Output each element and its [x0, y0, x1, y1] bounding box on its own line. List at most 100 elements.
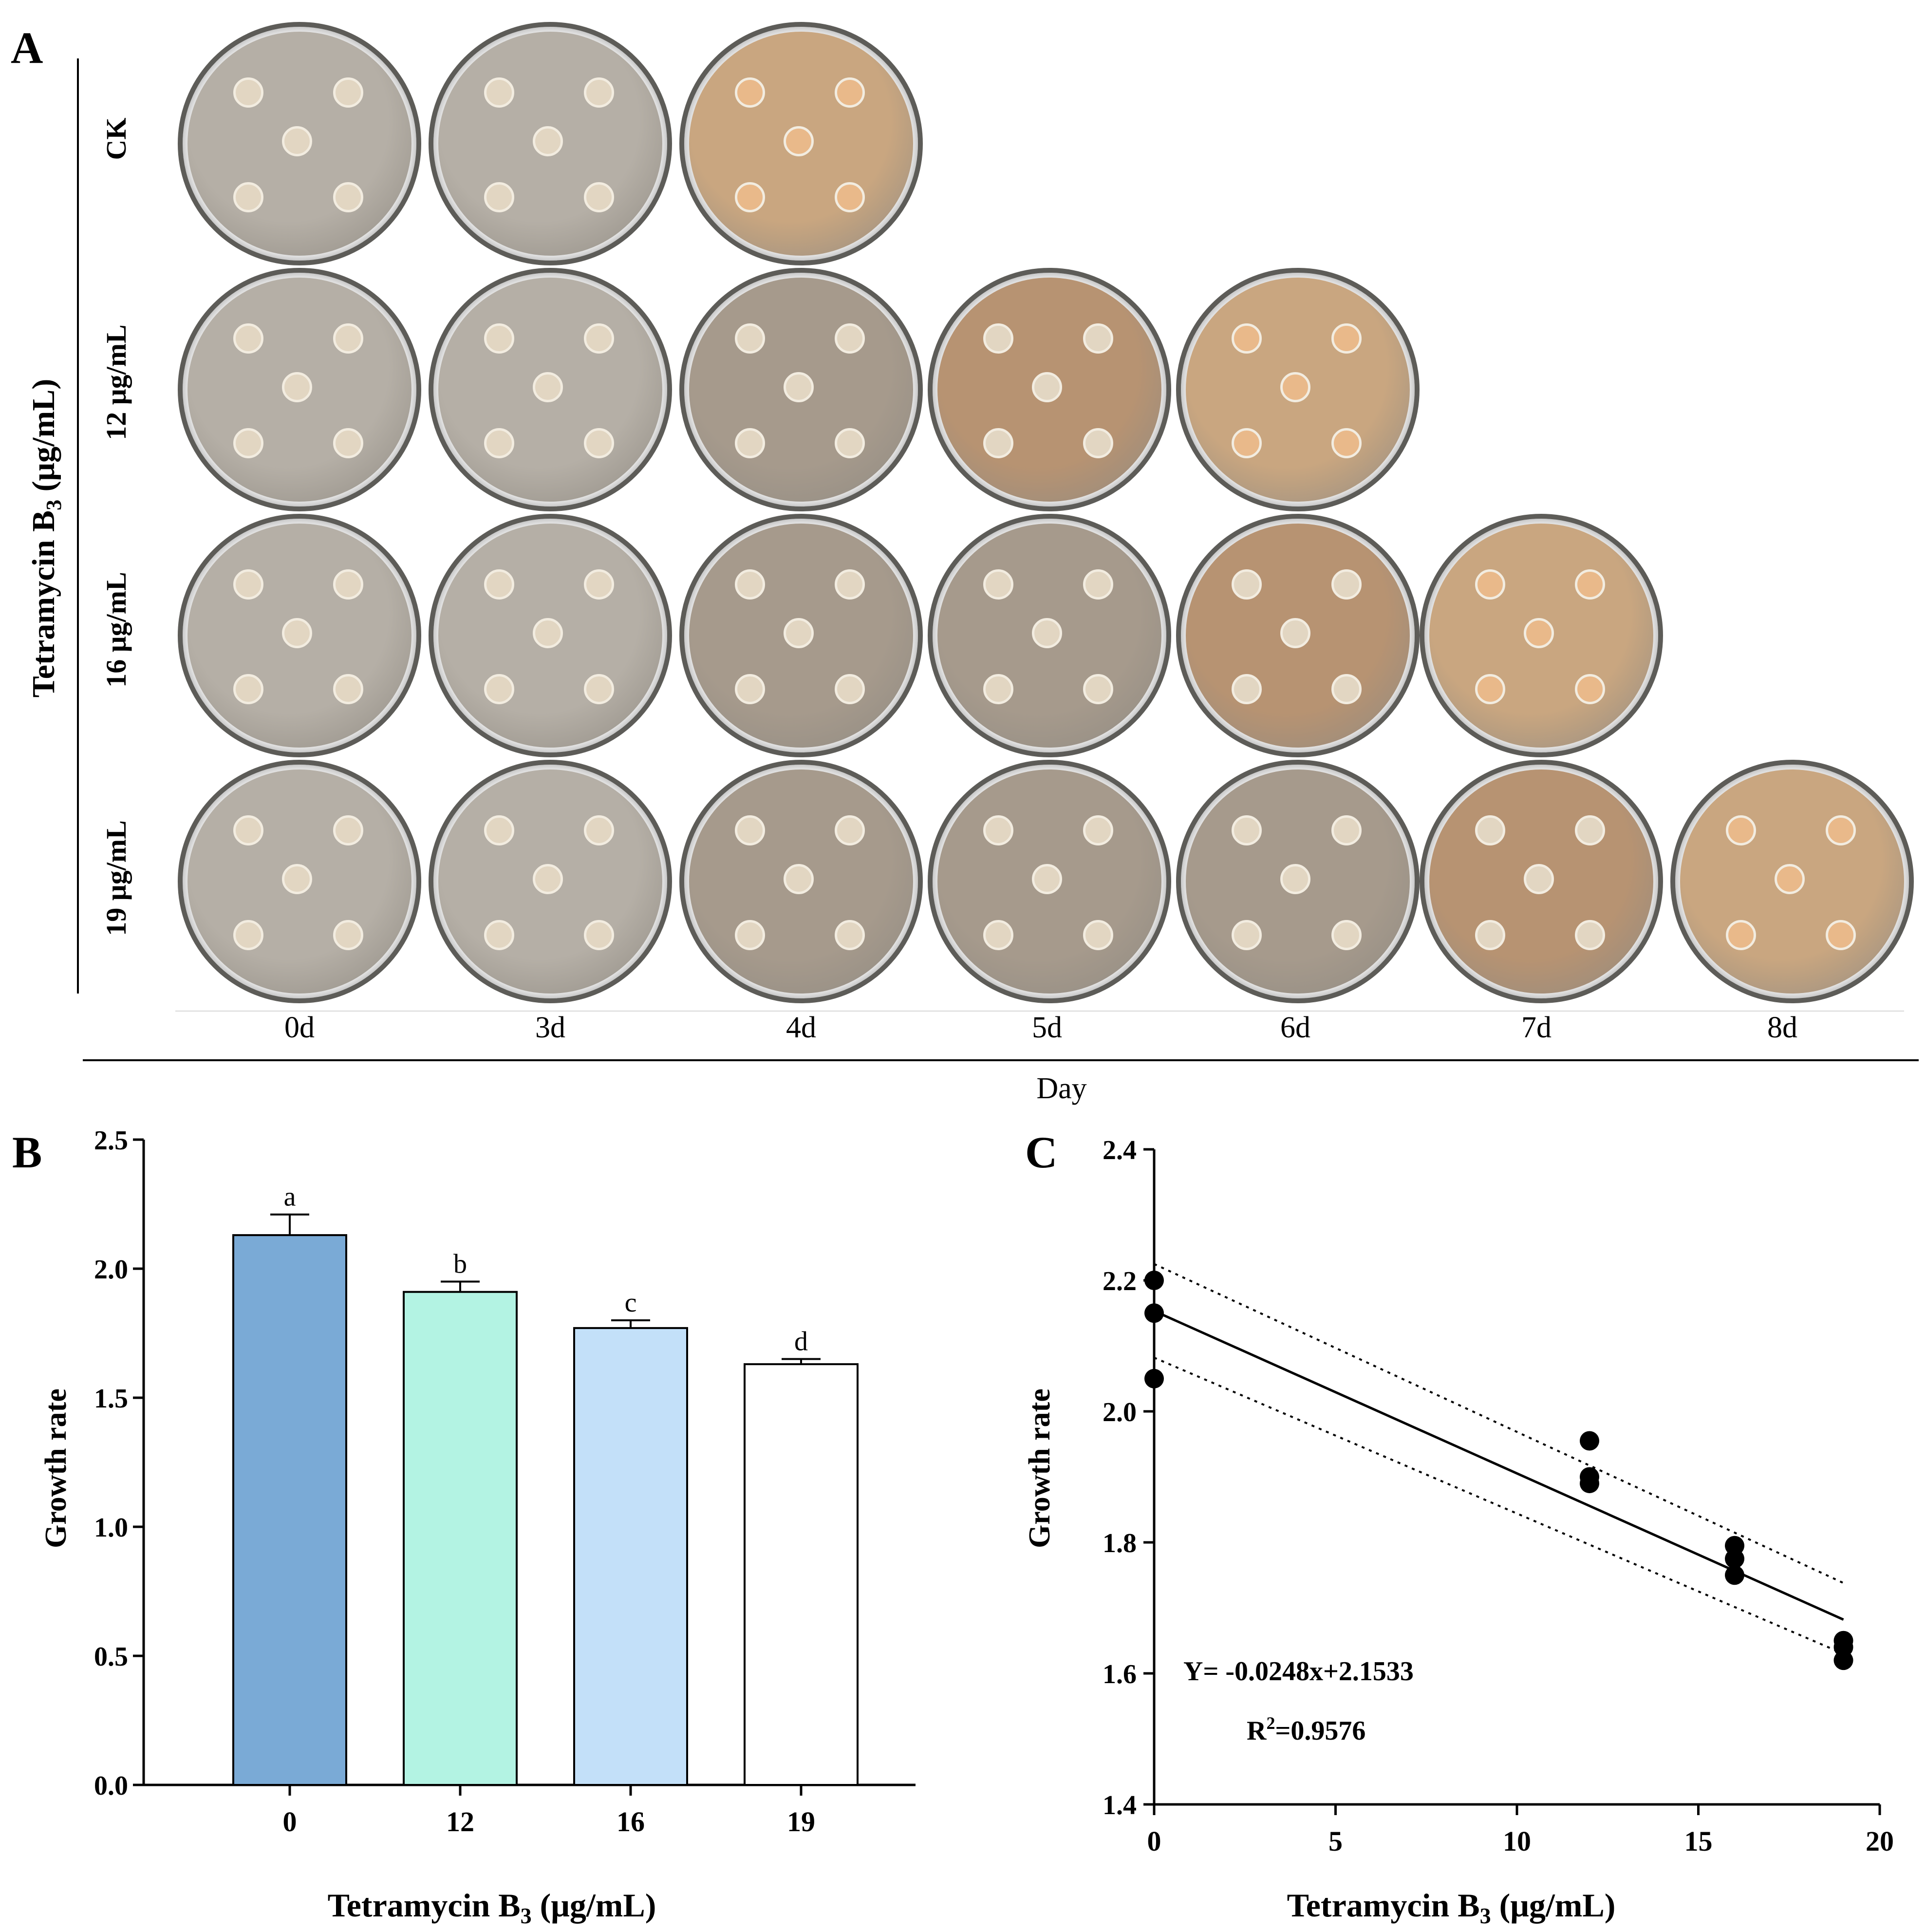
petri-dish — [928, 268, 1171, 511]
panel-c-r2-value: =0.9576 — [1275, 1716, 1365, 1746]
panel-b-y-tick-label: 1.5 — [94, 1384, 128, 1414]
mycelial-plug — [1826, 815, 1856, 845]
mycelial-plug — [282, 372, 312, 402]
mycelial-plug — [983, 569, 1013, 600]
panel-c-xlabel-main: Tetramycin B — [1287, 1887, 1480, 1924]
mycelial-plug — [735, 815, 765, 845]
panel-b-y-tick-label: 2.0 — [94, 1255, 128, 1285]
petri-dish — [679, 760, 923, 1003]
panel-c-points — [1144, 1271, 1853, 1670]
mycelial-plug — [1280, 618, 1310, 648]
mycelial-plug — [1032, 618, 1062, 648]
mycelial-plug — [983, 323, 1013, 354]
mycelial-plug — [233, 674, 263, 704]
mycelial-plug — [1331, 428, 1362, 458]
panel-b-xlabel-main: Tetramycin B — [328, 1887, 521, 1924]
panel-c-y-tick-label: 2.4 — [1103, 1135, 1137, 1165]
mycelial-plug — [1280, 372, 1310, 402]
panel-c-x-tick-label: 0 — [1147, 1825, 1161, 1857]
mycelial-plug — [784, 372, 814, 402]
significance-letter: b — [453, 1249, 467, 1279]
mycelial-plug — [484, 77, 514, 108]
petri-dish — [928, 760, 1171, 1003]
panel-a-vertical-rule — [77, 58, 79, 994]
day-label-7d: 7d — [1521, 1011, 1552, 1044]
mycelial-plug — [1280, 864, 1310, 894]
mycelial-plug — [584, 428, 614, 458]
mycelial-plug — [333, 428, 363, 458]
mycelial-plug — [333, 815, 363, 845]
petri-dish — [1176, 760, 1420, 1003]
petri-dish — [1176, 514, 1420, 757]
data-point — [1144, 1303, 1164, 1323]
data-point — [1144, 1271, 1164, 1290]
panel-c-axes: 1.4 1.6 1.8 2.0 2.2 2.4 0 5 10 15 20 — [1103, 1135, 1894, 1857]
mycelial-plug — [1826, 920, 1856, 950]
panel-c-x-tick-label: 15 — [1684, 1825, 1713, 1857]
panel-c-y-tick-label: 2.2 — [1103, 1266, 1137, 1296]
significance-letter: c — [625, 1288, 637, 1318]
mycelial-plug — [735, 323, 765, 354]
panel-c-y-axis-label: Growth rate — [1023, 1388, 1056, 1548]
panel-b-xlabel-unit: (μg/mL) — [532, 1887, 656, 1924]
petri-dish — [679, 268, 923, 511]
panel-b-y-tick-label: 0.0 — [94, 1771, 128, 1801]
mycelial-plug — [1232, 569, 1262, 600]
mycelial-plug — [1331, 815, 1362, 845]
panel-b-y-tick-label: 1.0 — [94, 1513, 128, 1543]
mycelial-plug — [533, 864, 563, 894]
petri-dish — [679, 514, 923, 757]
petri-dish — [928, 514, 1171, 757]
panel-a-x-axis-label: Day — [1036, 1072, 1087, 1105]
plate-baseline — [175, 1011, 1904, 1012]
mycelial-plug — [983, 428, 1013, 458]
significance-letter: a — [284, 1182, 296, 1212]
petri-dish — [429, 514, 672, 757]
mycelial-plug — [233, 815, 263, 845]
petri-dish — [178, 268, 421, 511]
confidence-band-lower — [1154, 1356, 1844, 1655]
mycelial-plug — [1475, 815, 1505, 845]
significance-letter: d — [794, 1327, 808, 1357]
mycelial-plug — [1083, 815, 1113, 845]
panel-c-xlabel-sub: 3 — [1480, 1903, 1491, 1928]
mycelial-plug — [484, 674, 514, 704]
mycelial-plug — [1232, 323, 1262, 354]
mycelial-plug — [282, 618, 312, 648]
bar — [744, 1363, 859, 1786]
mycelial-plug — [233, 77, 263, 108]
mycelial-plug — [1232, 920, 1262, 950]
mycelial-plug — [1232, 674, 1262, 704]
mycelial-plug — [484, 182, 514, 212]
panel-b-y-tick-label: 0.5 — [94, 1642, 128, 1672]
mycelial-plug — [983, 674, 1013, 704]
panel-c-xlabel-unit: (μg/mL) — [1491, 1887, 1616, 1924]
data-point — [1725, 1549, 1744, 1569]
panel-c-equation: Y= -0.0248x+2.1533 — [1183, 1656, 1414, 1687]
panel-c-x-tick-label: 5 — [1328, 1825, 1343, 1857]
day-label-6d: 6d — [1280, 1011, 1310, 1044]
mycelial-plug — [1083, 428, 1113, 458]
mycelial-plug — [835, 569, 865, 600]
mycelial-plug — [835, 182, 865, 212]
panel-b-x-tick-label: 0 — [283, 1806, 297, 1838]
petri-dish — [178, 22, 421, 265]
mycelial-plug — [1775, 864, 1805, 894]
mycelial-plug — [584, 569, 614, 600]
mycelial-plug — [1331, 323, 1362, 354]
data-point — [1580, 1473, 1599, 1493]
petri-dish — [429, 760, 672, 1003]
mycelial-plug — [735, 674, 765, 704]
mycelial-plug — [1083, 323, 1113, 354]
petri-dish — [1420, 760, 1663, 1003]
bar — [232, 1234, 347, 1786]
data-point — [1580, 1431, 1599, 1451]
mycelial-plug — [333, 920, 363, 950]
mycelial-plug — [1726, 920, 1756, 950]
mycelial-plug — [1083, 920, 1113, 950]
panel-c-r2-main: R — [1247, 1716, 1267, 1746]
mycelial-plug — [1524, 618, 1554, 648]
day-label-5d: 5d — [1032, 1011, 1062, 1044]
mycelial-plug — [835, 428, 865, 458]
petri-dish — [429, 268, 672, 511]
